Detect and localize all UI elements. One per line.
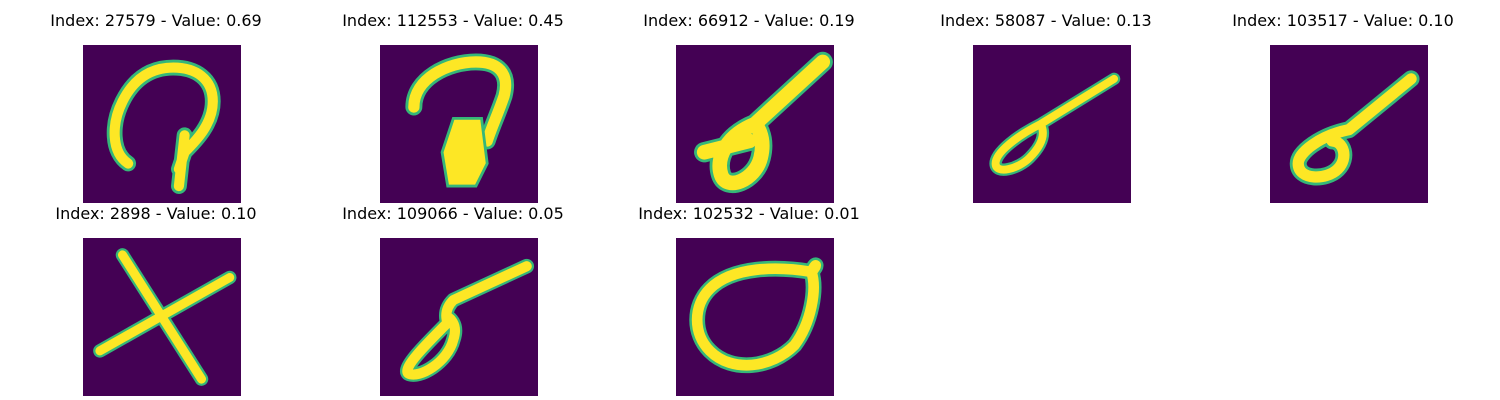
panel-4: Index: 58087 - Value: 0.13 (896, 11, 1196, 203)
panel-8: Index: 102532 - Value: 0.01 (599, 204, 899, 396)
glyph-diagonal-with-loop (694, 51, 833, 193)
panel-title: Index: 103517 - Value: 0.10 (1232, 11, 1454, 30)
panel-title: Index: 58087 - Value: 0.13 (940, 11, 1152, 30)
panel-title: Index: 102532 - Value: 0.01 (638, 204, 860, 223)
glyph-x-cross (93, 248, 237, 386)
panel-1: Index: 27579 - Value: 0.69 (6, 11, 306, 203)
glyph-teardrop-loop (689, 257, 824, 374)
digit-image (380, 238, 538, 396)
digit-image (83, 238, 241, 396)
glyph-hook-with-block (405, 53, 514, 188)
glyph-diagonal-with-loop (1289, 70, 1420, 186)
panel-5: Index: 103517 - Value: 0.10 (1193, 11, 1493, 203)
panel-title: Index: 27579 - Value: 0.69 (50, 11, 262, 30)
glyph-loop-with-stem (106, 59, 221, 194)
panel-title: Index: 2898 - Value: 0.10 (55, 204, 257, 223)
glyph-diagonal-with-loop (989, 72, 1121, 176)
digit-image (676, 238, 834, 396)
digit-image (676, 45, 834, 203)
digit-image (380, 45, 538, 203)
panel-7: Index: 109066 - Value: 0.05 (303, 204, 603, 396)
panel-2: Index: 112553 - Value: 0.45 (303, 11, 603, 203)
digit-image (83, 45, 241, 203)
panel-title: Index: 112553 - Value: 0.45 (342, 11, 564, 30)
panel-title: Index: 109066 - Value: 0.05 (342, 204, 564, 223)
panel-title: Index: 66912 - Value: 0.19 (643, 11, 855, 30)
digit-image (973, 45, 1131, 203)
panel-3: Index: 66912 - Value: 0.19 (599, 11, 899, 203)
digit-image (1270, 45, 1428, 203)
panel-6: Index: 2898 - Value: 0.10 (6, 204, 306, 396)
glyph-diagonal-with-loop (400, 258, 535, 382)
